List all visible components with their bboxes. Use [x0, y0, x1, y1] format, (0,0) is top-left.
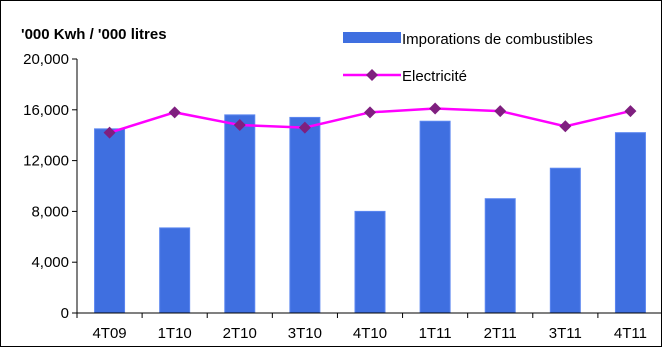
y-tick-label: 12,000: [23, 153, 69, 170]
line-marker: [168, 106, 181, 119]
x-tick-label: 4T10: [353, 325, 387, 342]
x-axis: 4T09 1T10 2T10 3T10 4T10 1T11 2T11 3T11 4T11: [76, 312, 662, 342]
x-tick-label: 2T10: [223, 325, 257, 342]
bar: [289, 116, 321, 314]
y-tick-label: 20,000: [23, 51, 69, 68]
line-marker: [103, 126, 116, 139]
line-marker: [364, 106, 376, 119]
x-tick-label: 2T11: [484, 325, 517, 342]
bar: [354, 210, 386, 314]
y-axis: 0 4,000 8,000 12,000 16,000 20,000: [23, 51, 78, 322]
x-tick-label: 1T11: [419, 325, 452, 342]
x-tick-label: 3T11: [549, 325, 582, 342]
x-tick-label: 3T10: [288, 325, 322, 342]
bar: [419, 120, 451, 314]
line-marker: [233, 119, 246, 132]
y-tick-label: 0: [61, 305, 69, 322]
bar: [159, 227, 191, 314]
bar: [224, 114, 256, 314]
y-tick-label: 8,000: [31, 203, 69, 220]
line-marker: [624, 105, 637, 118]
bars: [94, 114, 646, 314]
bar: [484, 198, 516, 314]
bar: [614, 132, 646, 314]
line-marker: [429, 102, 442, 115]
line-marker: [494, 105, 507, 118]
y-tick-label: 4,000: [31, 254, 69, 271]
legend-swatch-imports: [343, 32, 401, 43]
electricity-line: [103, 102, 637, 139]
x-tick-label: 4T09: [92, 325, 126, 342]
legend-marker-electricity: [366, 69, 378, 81]
x-tick-label: 1T10: [158, 325, 192, 342]
x-tick-label: 4T11: [614, 325, 647, 342]
y-tick-label: 16,000: [23, 102, 69, 119]
bar: [94, 128, 126, 314]
line-marker: [298, 121, 311, 134]
legend-label-electricity: Electricité: [402, 68, 467, 85]
bar: [549, 167, 581, 314]
line-marker: [559, 120, 572, 133]
legend: Imporations de combustibles Electricité: [343, 31, 593, 85]
legend-label-imports: Imporations de combustibles: [402, 31, 593, 48]
y-axis-title: '000 Kwh / '000 litres: [21, 26, 167, 43]
